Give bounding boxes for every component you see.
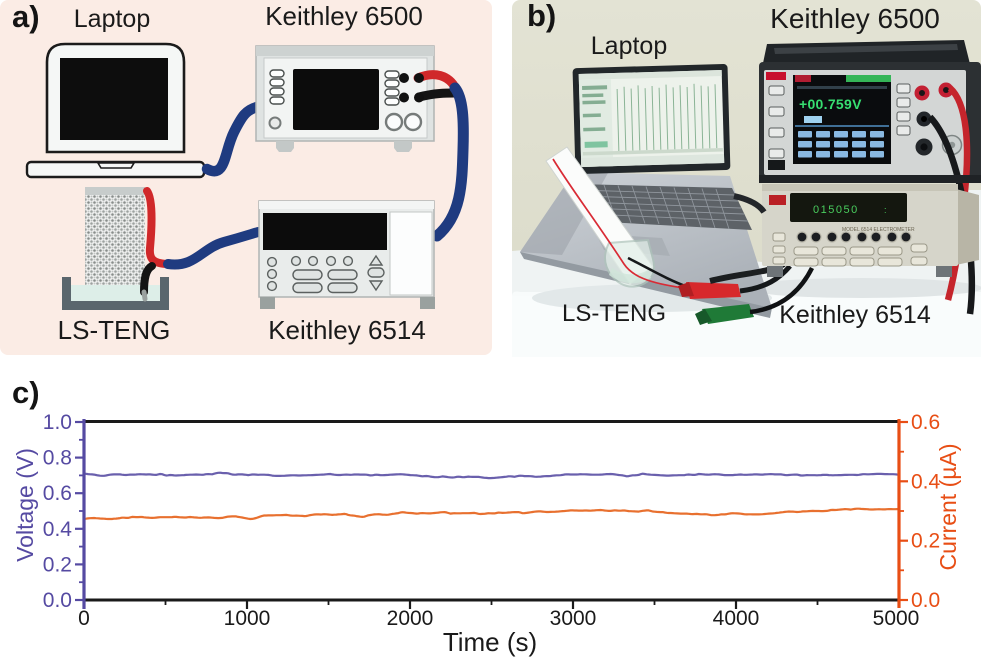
svg-text:Voltage (V): Voltage (V) — [12, 448, 38, 562]
svg-text:Keithley 6514: Keithley 6514 — [779, 301, 931, 329]
svg-text:0.8: 0.8 — [43, 447, 72, 470]
svg-text:Keithley 6500: Keithley 6500 — [265, 1, 423, 31]
svg-text::: : — [884, 205, 887, 215]
svg-text:+00.759V: +00.759V — [799, 96, 862, 112]
svg-text:LS-TENG: LS-TENG — [58, 315, 171, 345]
svg-text:015050: 015050 — [813, 204, 859, 216]
svg-text:3000: 3000 — [550, 607, 597, 630]
svg-text:LS-TENG: LS-TENG — [562, 300, 666, 327]
svg-text:0.0: 0.0 — [911, 589, 940, 612]
svg-text:b): b) — [527, 0, 556, 33]
svg-text:Keithley 6500: Keithley 6500 — [770, 3, 940, 34]
svg-text:Laptop: Laptop — [74, 5, 150, 33]
svg-text:1000: 1000 — [224, 607, 271, 630]
svg-text:0.4: 0.4 — [911, 470, 941, 493]
svg-text:0.6: 0.6 — [43, 482, 72, 505]
svg-text:0.0: 0.0 — [43, 589, 72, 612]
svg-text:0.2: 0.2 — [911, 530, 940, 553]
svg-text:Keithley 6514: Keithley 6514 — [268, 315, 426, 345]
svg-text:1.0: 1.0 — [43, 411, 72, 434]
svg-text:a): a) — [12, 0, 40, 34]
svg-text:0.2: 0.2 — [43, 553, 72, 576]
svg-text:MODEL 6514 ELECTROMETER: MODEL 6514 ELECTROMETER — [842, 227, 915, 233]
svg-text:Current (µA): Current (µA) — [935, 444, 961, 571]
svg-text:0.4: 0.4 — [43, 518, 73, 541]
svg-text:Laptop: Laptop — [591, 32, 667, 60]
svg-text:0: 0 — [78, 607, 90, 630]
svg-text:5000: 5000 — [873, 607, 920, 630]
svg-text:c): c) — [12, 375, 40, 410]
svg-text:4000: 4000 — [713, 607, 760, 630]
svg-text:2000: 2000 — [387, 607, 434, 630]
svg-text:0.6: 0.6 — [911, 411, 940, 434]
svg-text:Time (s): Time (s) — [443, 627, 537, 657]
